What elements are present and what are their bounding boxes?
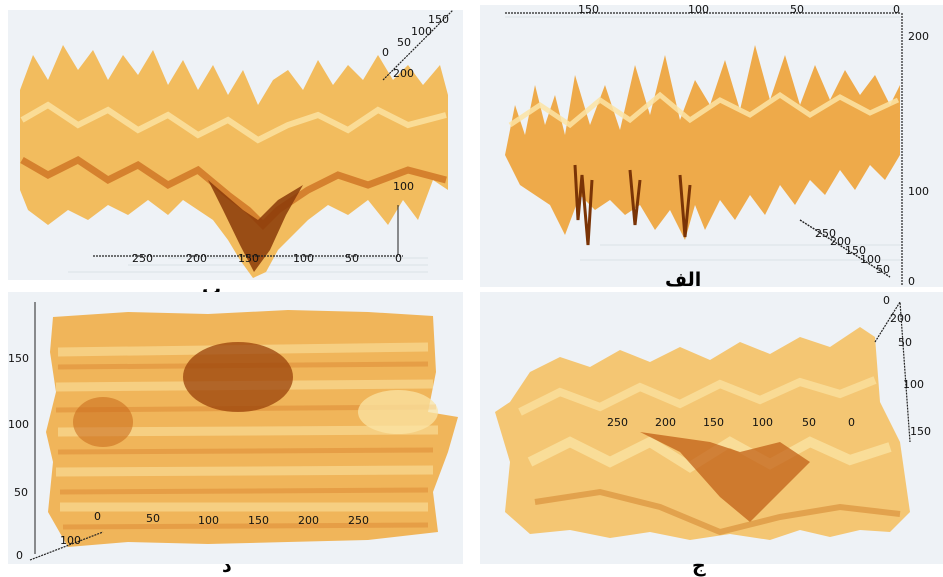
panel-alef-label: الف <box>665 269 702 291</box>
panel-jim-plot: 250 200 150 100 50 0 0 200 50 100 150 <box>480 292 943 564</box>
panel-jim-tick-x: 150 <box>703 416 724 429</box>
panel-jim-tick-x: 100 <box>752 416 773 429</box>
panel-b-tick-x: 200 <box>186 252 207 265</box>
panel-dal-tick-y: 100 <box>8 418 29 431</box>
panel-dal-tick-x: 50 <box>146 512 160 525</box>
panel-dal-label: د <box>222 555 232 577</box>
panel-b-tick-z: 200 <box>393 67 414 80</box>
panel-b-tick-z: 100 <box>393 180 414 193</box>
panel-alef-tick-z: 100 <box>908 185 929 198</box>
panel-alef-tick-z: 200 <box>908 30 929 43</box>
surface-alef <box>505 45 900 240</box>
panel-b-tick-x: 250 <box>132 252 153 265</box>
panel-jim-tick-z: 50 <box>898 336 912 349</box>
panel-dal-tick-depth: 200 <box>8 562 29 564</box>
panel-b-tick-depth: 50 <box>397 36 411 49</box>
panel-dal-tick-x: 100 <box>198 514 219 527</box>
panel-dal-tick-y: 150 <box>8 352 29 365</box>
panel-dal-tick-x: 250 <box>348 514 369 527</box>
panel-alef-tick-depth: 200 <box>830 235 851 248</box>
panel-b-tick-depth: 100 <box>411 25 432 38</box>
panel-dal-tick-x: 150 <box>248 514 269 527</box>
surface-b <box>20 45 448 278</box>
panel-alef-tick-x: 150 <box>578 5 599 16</box>
panel-alef-tick-depth: 250 <box>815 227 836 240</box>
panel-b-tick-x: 100 <box>293 252 314 265</box>
panel-jim-tick-z: 200 <box>890 312 911 325</box>
panel-alef: 150 100 50 0 200 100 0 250 200 150 100 5… <box>480 5 943 287</box>
panel-alef-tick-depth: 150 <box>845 244 866 257</box>
panel-alef-plot: 150 100 50 0 200 100 0 250 200 150 100 5… <box>480 5 943 287</box>
panel-b-tick-depth: 150 <box>428 13 449 26</box>
panel-dal-tick-x: 0 <box>94 510 101 523</box>
panel-b-tick-x: 150 <box>238 252 259 265</box>
panel-alef-tick-depth: 100 <box>860 253 881 266</box>
panel-alef-tick-x: 50 <box>790 5 804 16</box>
panel-alef-tick-x: 0 <box>893 5 900 16</box>
dark-spot <box>183 342 293 412</box>
panel-dal-plot: 0 50 100 150 200 250 150 100 50 0 100 20… <box>8 292 463 564</box>
panel-jim-tick-x: 250 <box>607 416 628 429</box>
panel-jim-tick-z: 0 <box>883 294 890 307</box>
panel-b-plot: 250 200 150 100 50 0 200 100 0 50 100 15… <box>8 10 463 280</box>
panel-jim-tick-z: 100 <box>903 378 924 391</box>
panel-jim-tick-x: 0 <box>848 416 855 429</box>
panel-dal: 0 50 100 150 200 250 150 100 50 0 100 20… <box>8 292 463 564</box>
panel-alef-tick-x: 100 <box>688 5 709 16</box>
panel-dal-tick-y: 50 <box>14 486 28 499</box>
panel-alef-tick-depth: 50 <box>876 263 890 276</box>
panel-dal-tick-x: 200 <box>298 514 319 527</box>
panel-alef-tick-z: 0 <box>908 275 915 287</box>
panel-b-tick-x: 50 <box>345 252 359 265</box>
panel-jim-label: ج <box>692 555 706 577</box>
panel-b: 250 200 150 100 50 0 200 100 0 50 100 15… <box>8 10 463 280</box>
panel-b-tick-depth: 0 <box>382 46 389 59</box>
panel-dal-tick-depth: 100 <box>60 534 81 547</box>
panel-dal-tick-y: 0 <box>16 549 23 562</box>
panel-jim-tick-z: 150 <box>910 425 931 438</box>
panel-jim-tick-x: 50 <box>802 416 816 429</box>
panel-jim-tick-x: 200 <box>655 416 676 429</box>
panel-jim: 250 200 150 100 50 0 0 200 50 100 150 <box>480 292 943 564</box>
panel-b-tick-x: 0 <box>395 252 402 265</box>
